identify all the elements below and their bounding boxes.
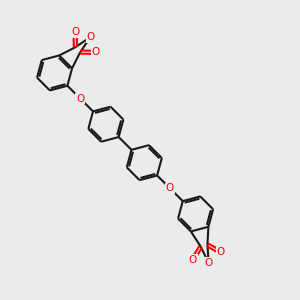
Text: O: O bbox=[205, 258, 213, 268]
Text: O: O bbox=[71, 27, 79, 37]
Text: O: O bbox=[166, 183, 174, 193]
Text: O: O bbox=[189, 255, 197, 265]
Text: O: O bbox=[76, 94, 84, 103]
Text: O: O bbox=[217, 247, 225, 257]
Text: O: O bbox=[86, 32, 94, 42]
Text: O: O bbox=[92, 47, 100, 57]
